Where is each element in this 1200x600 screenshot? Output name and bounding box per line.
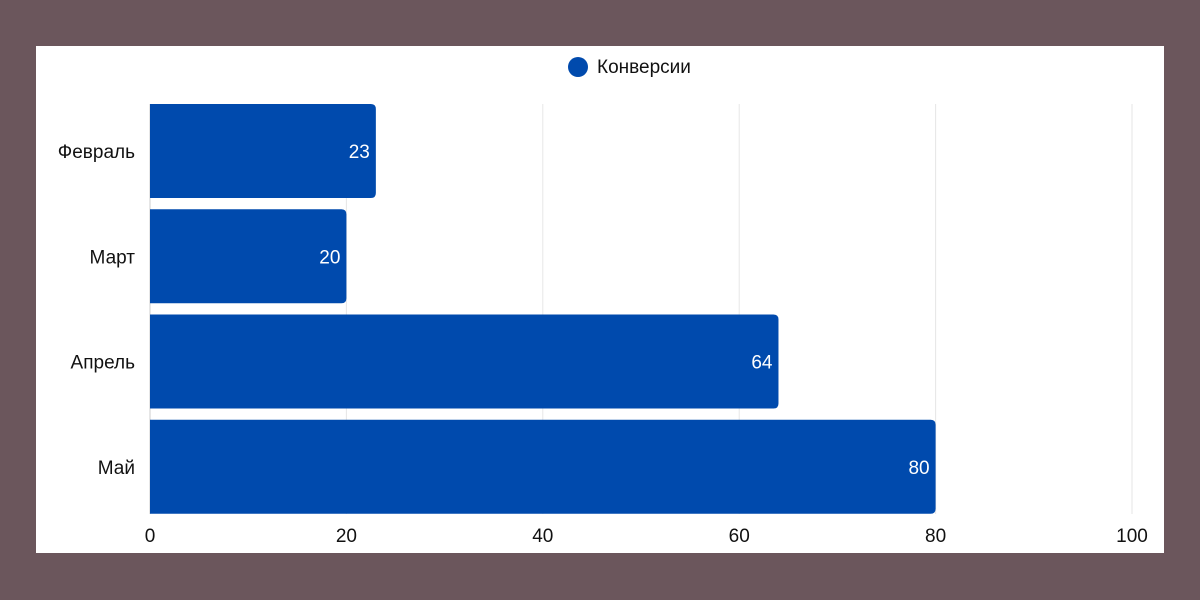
x-tick-label: 40 — [532, 526, 553, 547]
x-tick-label: 0 — [145, 526, 156, 547]
y-category-label: Февраль — [58, 142, 135, 163]
data-label: 23 — [349, 142, 370, 163]
data-label: 64 — [751, 353, 773, 374]
data-label: 80 — [908, 458, 929, 479]
legend-marker-icon — [568, 57, 588, 77]
y-category-label: Апрель — [71, 353, 136, 374]
bars — [150, 104, 936, 514]
legend[interactable]: Конверсии — [568, 57, 691, 78]
x-tick-label: 80 — [925, 526, 946, 547]
data-label: 20 — [319, 247, 340, 268]
labels: 0 20 40 60 80 100 23 Февраль 20 Март 64 Апрель 80 Май — [58, 142, 1148, 547]
x-tick-label: 60 — [729, 526, 750, 547]
legend-label: Конверсии — [597, 57, 691, 78]
x-tick-label: 100 — [1116, 526, 1148, 547]
bar — [150, 419, 936, 514]
bar — [150, 314, 779, 409]
x-tick-label: 20 — [336, 526, 357, 547]
y-category-label: Март — [90, 247, 136, 268]
y-category-label: Май — [98, 458, 135, 479]
bar — [150, 209, 347, 304]
bar — [150, 104, 376, 198]
